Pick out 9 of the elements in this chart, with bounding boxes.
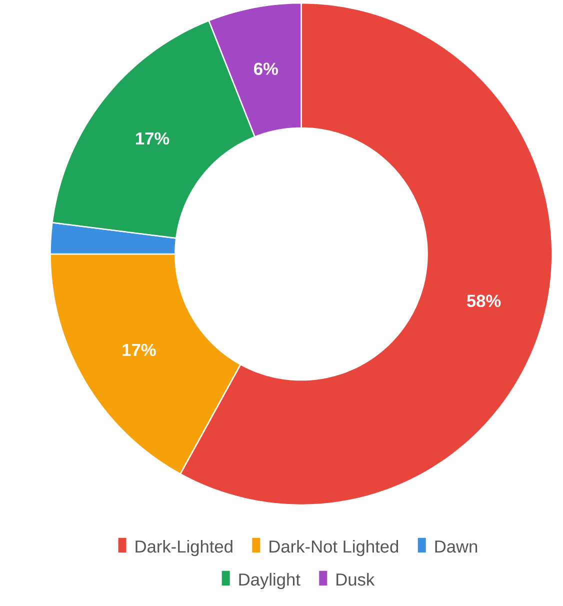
data-label: 58% [466,294,501,307]
legend-label: Dawn [435,540,477,553]
legend-label: Dark-Not Lighted [269,540,398,556]
legend-label: Dark-Lighted [136,540,232,556]
legend-label: Dusk [336,572,375,586]
data-label: 17% [136,132,170,145]
data-label: 17% [122,344,156,356]
data-label: 6% [254,62,278,75]
legend-label: Daylight [239,572,300,590]
